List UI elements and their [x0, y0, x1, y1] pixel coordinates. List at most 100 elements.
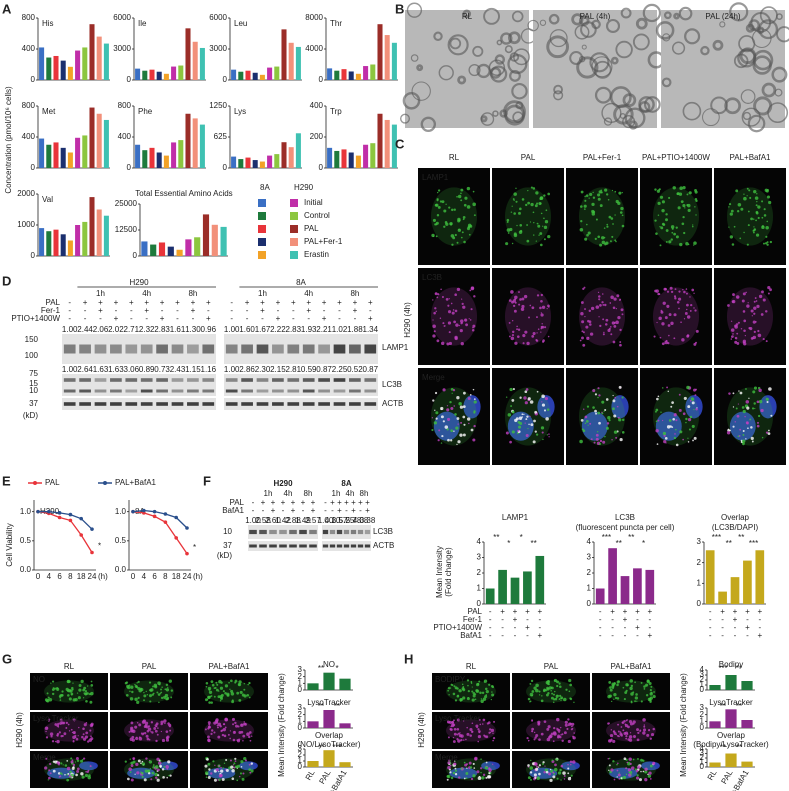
puncta [658, 316, 662, 321]
puncta [208, 690, 213, 694]
puncta [459, 698, 463, 702]
puncta [616, 680, 620, 684]
x-tick-label: 6 [57, 572, 62, 581]
puncta [565, 688, 568, 691]
puncta [432, 299, 434, 301]
sign: - [758, 615, 761, 624]
puncta [688, 191, 692, 195]
puncta [567, 739, 571, 744]
puncta [452, 692, 456, 696]
micrograph [190, 712, 268, 749]
puncta [535, 191, 539, 195]
micrograph [592, 712, 670, 749]
bar [89, 197, 95, 256]
micrograph [418, 268, 490, 365]
puncta [213, 731, 216, 734]
puncta [663, 439, 667, 444]
puncta [617, 416, 620, 419]
y-axis-label: Cell Viability [5, 523, 14, 566]
puncta [755, 233, 760, 237]
legend-swatch [258, 199, 266, 207]
sign: - [746, 615, 749, 624]
sign: - [230, 314, 233, 323]
mw-marker: 10 [223, 527, 232, 536]
puncta [462, 405, 466, 409]
y-tick-label: 800 [22, 13, 36, 22]
puncta [636, 728, 639, 732]
sign: - [599, 615, 602, 624]
puncta [533, 234, 535, 236]
puncta [599, 204, 603, 208]
puncta [647, 773, 649, 776]
puncta [56, 734, 59, 737]
puncta [746, 406, 750, 410]
puncta [66, 778, 70, 782]
band [299, 544, 307, 548]
bar [252, 160, 258, 168]
puncta [126, 777, 130, 781]
puncta [143, 694, 147, 698]
y-tick-label: 3 [587, 553, 592, 562]
puncta [569, 683, 572, 687]
puncta [230, 765, 234, 769]
puncta [746, 421, 749, 425]
puncta [529, 682, 532, 685]
puncta [614, 239, 617, 242]
puncta [140, 762, 142, 765]
band [140, 389, 153, 393]
texture [752, 55, 772, 75]
puncta [457, 194, 462, 199]
puncta [541, 323, 543, 325]
puncta [531, 730, 534, 733]
band [349, 378, 361, 382]
puncta [657, 214, 660, 216]
puncta [747, 427, 749, 430]
puncta [637, 757, 639, 760]
puncta [61, 721, 64, 725]
puncta [737, 203, 742, 207]
puncta [731, 243, 735, 246]
sign: - [624, 623, 627, 632]
chart-title: Overlap [721, 513, 750, 522]
puncta [598, 421, 601, 425]
puncta [510, 290, 514, 294]
sign: + [330, 498, 335, 507]
puncta [602, 293, 604, 295]
puncta [210, 732, 213, 735]
puncta [665, 240, 668, 243]
y-axis-label: Mean Intensity (Fold change) [277, 673, 286, 777]
puncta [603, 410, 605, 413]
puncta [170, 689, 174, 692]
puncta [550, 732, 554, 736]
puncta [467, 696, 469, 699]
puncta [210, 701, 213, 704]
bar [741, 720, 753, 728]
puncta [136, 682, 138, 684]
puncta [248, 682, 251, 685]
puncta [685, 421, 687, 424]
puncta [512, 198, 515, 200]
puncta [167, 686, 169, 688]
puncta [518, 303, 521, 306]
puncta [486, 765, 488, 768]
puncta [63, 732, 67, 736]
row-label: Merge [33, 753, 56, 762]
puncta [145, 757, 148, 760]
band [156, 344, 168, 354]
puncta [601, 236, 605, 240]
texture [411, 81, 431, 101]
puncta [615, 320, 619, 325]
sign: - [68, 314, 71, 323]
sign: + [271, 506, 276, 515]
puncta [132, 760, 136, 764]
puncta [662, 301, 666, 305]
sign: - [501, 631, 504, 640]
chart-title: Phe [138, 107, 153, 116]
puncta [628, 771, 630, 773]
sign: - [611, 623, 614, 632]
bar [307, 683, 319, 690]
sign: - [246, 314, 249, 323]
puncta [447, 736, 450, 739]
bar [348, 152, 354, 168]
puncta [650, 691, 653, 694]
